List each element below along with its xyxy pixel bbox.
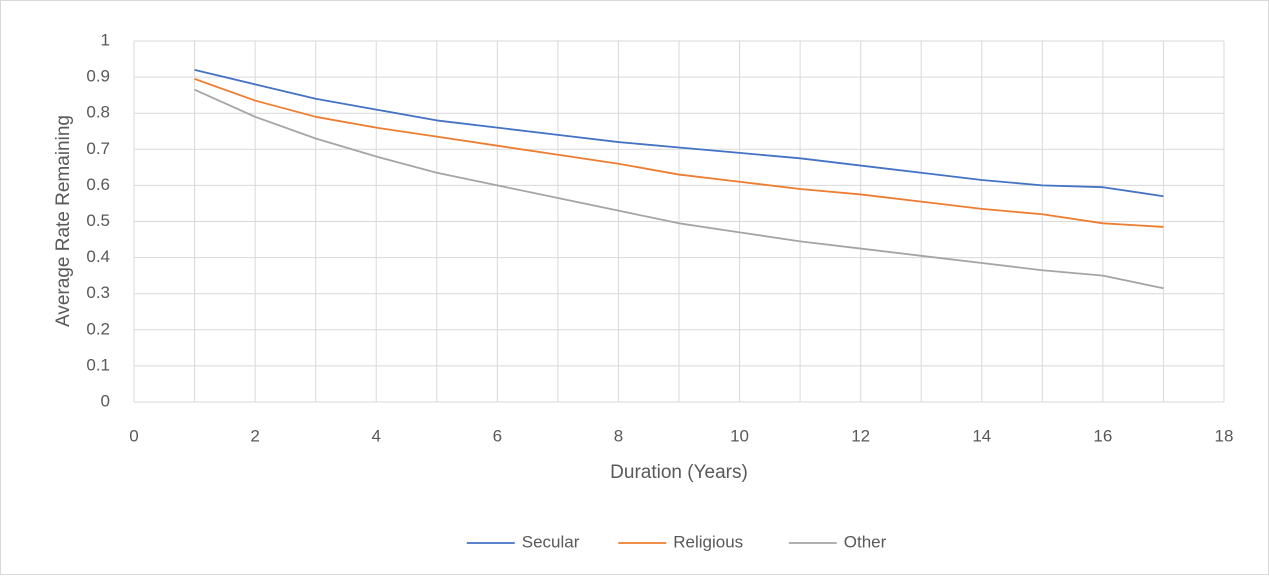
- y-axis-title: Average Rate Remaining: [53, 115, 74, 327]
- x-tick-label: 16: [1093, 426, 1112, 445]
- legend-label: Other: [844, 532, 887, 551]
- x-tick-label: 18: [1215, 426, 1234, 445]
- y-tick-label: 0.2: [86, 319, 110, 338]
- x-tick-label: 8: [614, 426, 623, 445]
- x-tick-label: 2: [250, 426, 259, 445]
- y-tick-label: 0.9: [86, 67, 110, 86]
- x-tick-label: 10: [730, 426, 749, 445]
- y-tick-label: 1: [101, 30, 110, 49]
- y-tick-label: 0.7: [86, 139, 110, 158]
- y-tick-label: 0.5: [86, 211, 110, 230]
- x-tick-label: 14: [972, 426, 991, 445]
- x-tick-label: 4: [371, 426, 380, 445]
- x-tick-label: 6: [493, 426, 502, 445]
- x-tick-label: 12: [851, 426, 870, 445]
- x-axis-title: Duration (Years): [610, 462, 748, 483]
- y-tick-label: 0: [101, 391, 110, 410]
- legend-label: Secular: [522, 532, 580, 551]
- legend-label: Religious: [673, 532, 743, 551]
- series-line: [194, 69, 1164, 198]
- x-tick-label: 0: [129, 426, 138, 445]
- series-line: [194, 88, 1164, 290]
- y-tick-label: 0.4: [86, 247, 110, 266]
- y-tick-label: 0.1: [86, 355, 110, 374]
- series-line: [194, 78, 1164, 228]
- y-tick-label: 0.3: [86, 283, 110, 302]
- y-tick-label: 0.6: [86, 175, 110, 194]
- y-tick-label: 0.8: [86, 103, 110, 122]
